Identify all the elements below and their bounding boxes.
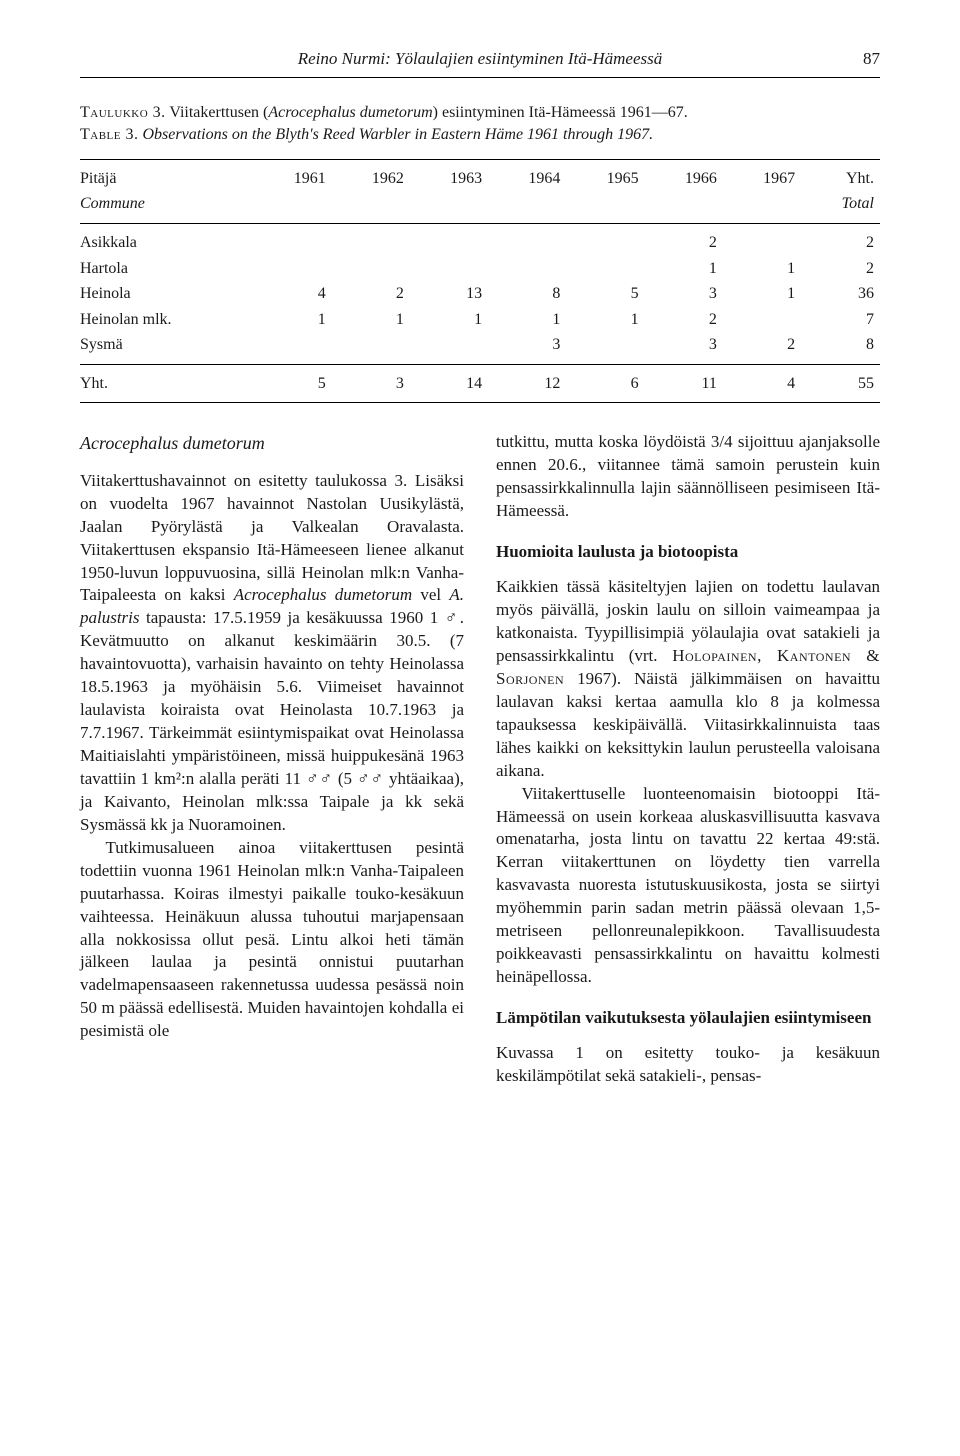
body-paragraph: Tutkimusalueen ainoa viitakerttusen pesi… xyxy=(80,837,464,1043)
caption-label-en: Table 3. xyxy=(80,126,139,143)
table-row: Heinolan mlk.1111127 xyxy=(80,307,880,333)
page-number: 87 xyxy=(863,48,880,71)
table-row: Sysmä3328 xyxy=(80,332,880,364)
header-rule xyxy=(80,77,880,78)
left-column: Acrocephalus dumetorum Viitakerttushavai… xyxy=(80,431,464,1087)
right-column: tutkittu, mutta koska löydöistä 3/4 sijo… xyxy=(496,431,880,1087)
table-row: Asikkala22 xyxy=(80,223,880,255)
species-heading: Acrocephalus dumetorum xyxy=(80,431,464,455)
body-paragraph: tutkittu, mutta koska löydöistä 3/4 sijo… xyxy=(496,431,880,523)
body-paragraph: Viitakerttuselle luonteenomaisin biotoop… xyxy=(496,783,880,989)
body-paragraph: Kuvassa 1 on esitetty touko- ja kesäkuun… xyxy=(496,1042,880,1088)
section-heading: Huomioita laulusta ja biotoopista xyxy=(496,541,880,564)
body-paragraph: Viitakerttushavainnot on esitetty tauluk… xyxy=(80,470,464,837)
table-footer-row: Yht.531412611455 xyxy=(80,364,880,403)
table-row: Hartola112 xyxy=(80,256,880,282)
table-row: Heinola4213853136 xyxy=(80,281,880,307)
table-header-row: Pitäjä 1961 1962 1963 1964 1965 1966 196… xyxy=(80,159,880,191)
body-columns: Acrocephalus dumetorum Viitakerttushavai… xyxy=(80,431,880,1087)
running-header: Reino Nurmi: Yölaulajien esiintyminen It… xyxy=(80,48,880,71)
body-paragraph: Kaikkien tässä käsiteltyjen lajien on to… xyxy=(496,576,880,782)
table-caption: Taulukko 3. Viitakerttusen (Acrocephalus… xyxy=(80,102,880,147)
observations-table: Pitäjä 1961 1962 1963 1964 1965 1966 196… xyxy=(80,159,880,404)
caption-label-fi: Taulukko 3. xyxy=(80,104,166,121)
running-title: Reino Nurmi: Yölaulajien esiintyminen It… xyxy=(298,49,663,68)
table-subheader-row: Commune Total xyxy=(80,191,880,223)
section-heading: Lämpötilan vaikutuksesta yölaulajien esi… xyxy=(496,1007,880,1030)
